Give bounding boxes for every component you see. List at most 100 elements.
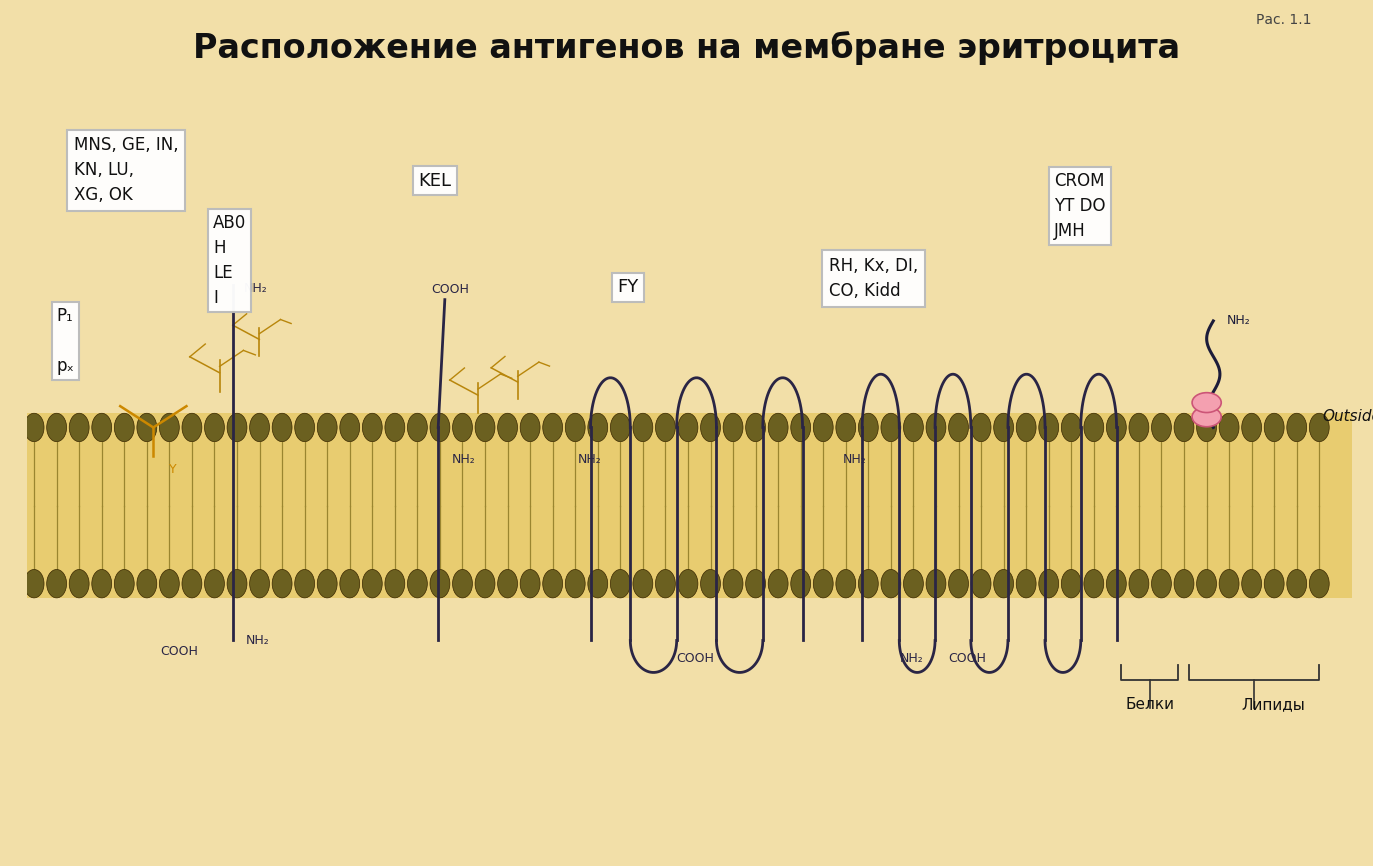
Ellipse shape xyxy=(1241,413,1262,442)
Ellipse shape xyxy=(769,570,788,598)
Ellipse shape xyxy=(475,570,496,598)
Ellipse shape xyxy=(25,570,44,598)
Text: MNS, GE, IN,
KN, LU,
XG, OK: MNS, GE, IN, KN, LU, XG, OK xyxy=(74,136,178,204)
Ellipse shape xyxy=(881,413,901,442)
Ellipse shape xyxy=(655,570,676,598)
Ellipse shape xyxy=(858,570,879,598)
Ellipse shape xyxy=(769,413,788,442)
Ellipse shape xyxy=(272,570,292,598)
Ellipse shape xyxy=(1083,413,1104,442)
Ellipse shape xyxy=(836,413,855,442)
Text: FY: FY xyxy=(616,278,638,296)
Text: RH, Kx, DI,
CO, Kidd: RH, Kx, DI, CO, Kidd xyxy=(829,257,919,300)
Ellipse shape xyxy=(430,413,450,442)
Ellipse shape xyxy=(430,570,450,598)
Ellipse shape xyxy=(520,570,540,598)
Text: NH₂: NH₂ xyxy=(899,652,923,665)
Ellipse shape xyxy=(566,413,585,442)
Text: Белки: Белки xyxy=(1126,697,1174,712)
Ellipse shape xyxy=(700,413,721,442)
Ellipse shape xyxy=(903,570,924,598)
Ellipse shape xyxy=(183,413,202,442)
Ellipse shape xyxy=(227,570,247,598)
Ellipse shape xyxy=(566,570,585,598)
Ellipse shape xyxy=(724,570,743,598)
Ellipse shape xyxy=(791,570,810,598)
Ellipse shape xyxy=(475,413,496,442)
Ellipse shape xyxy=(971,413,991,442)
Ellipse shape xyxy=(1192,407,1221,427)
Ellipse shape xyxy=(47,413,66,442)
Ellipse shape xyxy=(925,413,946,442)
Ellipse shape xyxy=(183,570,202,598)
Ellipse shape xyxy=(92,413,111,442)
Ellipse shape xyxy=(408,570,427,598)
Ellipse shape xyxy=(317,570,338,598)
Text: COOH: COOH xyxy=(431,283,470,296)
Ellipse shape xyxy=(1287,413,1307,442)
Text: NH₂: NH₂ xyxy=(452,453,475,466)
Ellipse shape xyxy=(678,570,697,598)
Ellipse shape xyxy=(453,570,472,598)
Text: KEL: KEL xyxy=(419,171,452,190)
Ellipse shape xyxy=(1129,570,1149,598)
Ellipse shape xyxy=(1061,570,1081,598)
Ellipse shape xyxy=(994,413,1013,442)
Ellipse shape xyxy=(295,570,314,598)
Ellipse shape xyxy=(542,570,563,598)
Ellipse shape xyxy=(1129,413,1149,442)
Text: COOH: COOH xyxy=(159,644,198,657)
Ellipse shape xyxy=(1197,570,1216,598)
Ellipse shape xyxy=(272,413,292,442)
Ellipse shape xyxy=(588,413,608,442)
Ellipse shape xyxy=(250,413,269,442)
Ellipse shape xyxy=(159,570,180,598)
Ellipse shape xyxy=(1265,570,1284,598)
Ellipse shape xyxy=(700,570,721,598)
Text: Расположение антигенов на мембране эритроцита: Расположение антигенов на мембране эритр… xyxy=(194,30,1179,65)
Text: Y: Y xyxy=(169,463,177,476)
Text: NH₂: NH₂ xyxy=(246,634,270,647)
Ellipse shape xyxy=(1310,413,1329,442)
Ellipse shape xyxy=(1287,570,1307,598)
Ellipse shape xyxy=(1107,413,1126,442)
Ellipse shape xyxy=(408,413,427,442)
Ellipse shape xyxy=(1219,570,1238,598)
Ellipse shape xyxy=(949,570,968,598)
Ellipse shape xyxy=(1061,413,1081,442)
Ellipse shape xyxy=(836,570,855,598)
Ellipse shape xyxy=(384,413,405,442)
Ellipse shape xyxy=(1310,570,1329,598)
Ellipse shape xyxy=(633,413,652,442)
Ellipse shape xyxy=(949,413,968,442)
Ellipse shape xyxy=(384,570,405,598)
Ellipse shape xyxy=(1016,570,1037,598)
Ellipse shape xyxy=(633,570,652,598)
Ellipse shape xyxy=(339,570,360,598)
Ellipse shape xyxy=(724,413,743,442)
Ellipse shape xyxy=(520,413,540,442)
Ellipse shape xyxy=(678,413,697,442)
Ellipse shape xyxy=(746,570,766,598)
Ellipse shape xyxy=(611,413,630,442)
Ellipse shape xyxy=(1152,413,1171,442)
Ellipse shape xyxy=(92,570,111,598)
Ellipse shape xyxy=(1174,413,1195,442)
Ellipse shape xyxy=(1083,570,1104,598)
Ellipse shape xyxy=(453,413,472,442)
Text: P₁

pₓ: P₁ pₓ xyxy=(56,307,74,375)
Ellipse shape xyxy=(746,413,766,442)
Ellipse shape xyxy=(971,570,991,598)
Text: NH₂: NH₂ xyxy=(1226,314,1251,327)
Ellipse shape xyxy=(542,413,563,442)
Ellipse shape xyxy=(1219,413,1238,442)
Ellipse shape xyxy=(858,413,879,442)
Ellipse shape xyxy=(588,570,608,598)
Ellipse shape xyxy=(925,570,946,598)
Text: AB0
H
LE
I: AB0 H LE I xyxy=(213,215,246,307)
Ellipse shape xyxy=(137,413,157,442)
Ellipse shape xyxy=(903,413,924,442)
Ellipse shape xyxy=(1192,392,1221,412)
Text: Липиды: Липиды xyxy=(1241,697,1304,712)
Ellipse shape xyxy=(1265,413,1284,442)
